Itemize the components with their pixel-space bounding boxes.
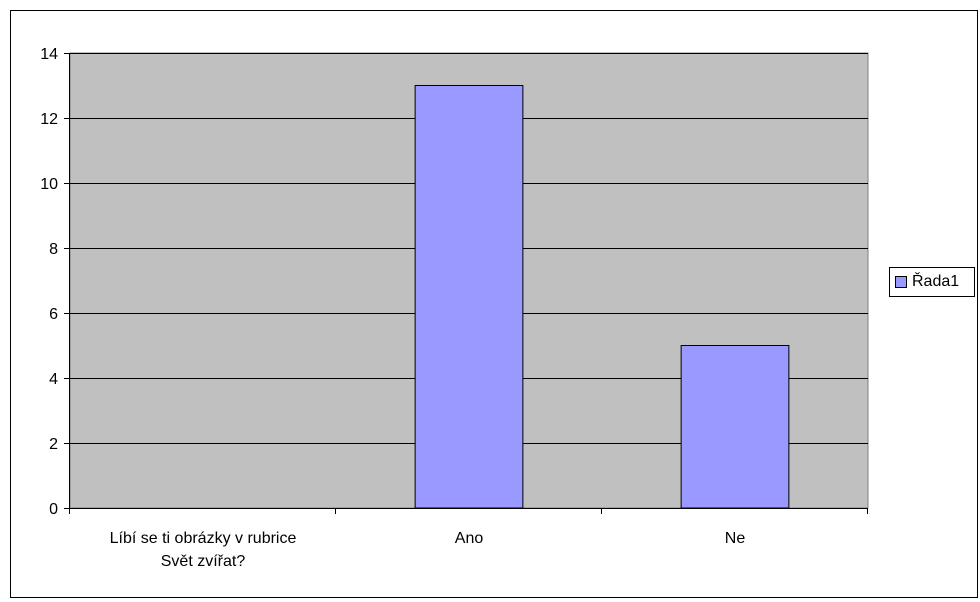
y-tick-label-10: 10 (40, 176, 58, 193)
y-tick-label-6: 6 (49, 306, 58, 323)
legend: Řada1 (889, 267, 975, 297)
legend-swatch (895, 276, 907, 288)
x-tick-label-0: Líbí se ti obrázky v rubrice Svět zvířat? (110, 530, 297, 570)
x-tick-label-2: Ne (725, 530, 746, 547)
x-tick-labels: Líbí se ti obrázky v rubrice Svět zvířat?… (110, 530, 746, 570)
y-tick-label-8: 8 (49, 241, 58, 258)
y-tick-label-4: 4 (49, 371, 58, 388)
bar-0-2 (681, 346, 789, 509)
legend-label: Řada1 (912, 273, 959, 291)
bar-0-1 (415, 86, 523, 509)
x-tick-label-1: Ano (455, 530, 484, 547)
y-tick-label-2: 2 (49, 436, 58, 453)
y-tick-label-14: 14 (40, 46, 58, 63)
y-tick-label-0: 0 (49, 501, 58, 518)
y-tick-label-12: 12 (40, 111, 58, 128)
y-tick-labels: 0 2 4 6 8 10 12 14 (40, 46, 58, 518)
